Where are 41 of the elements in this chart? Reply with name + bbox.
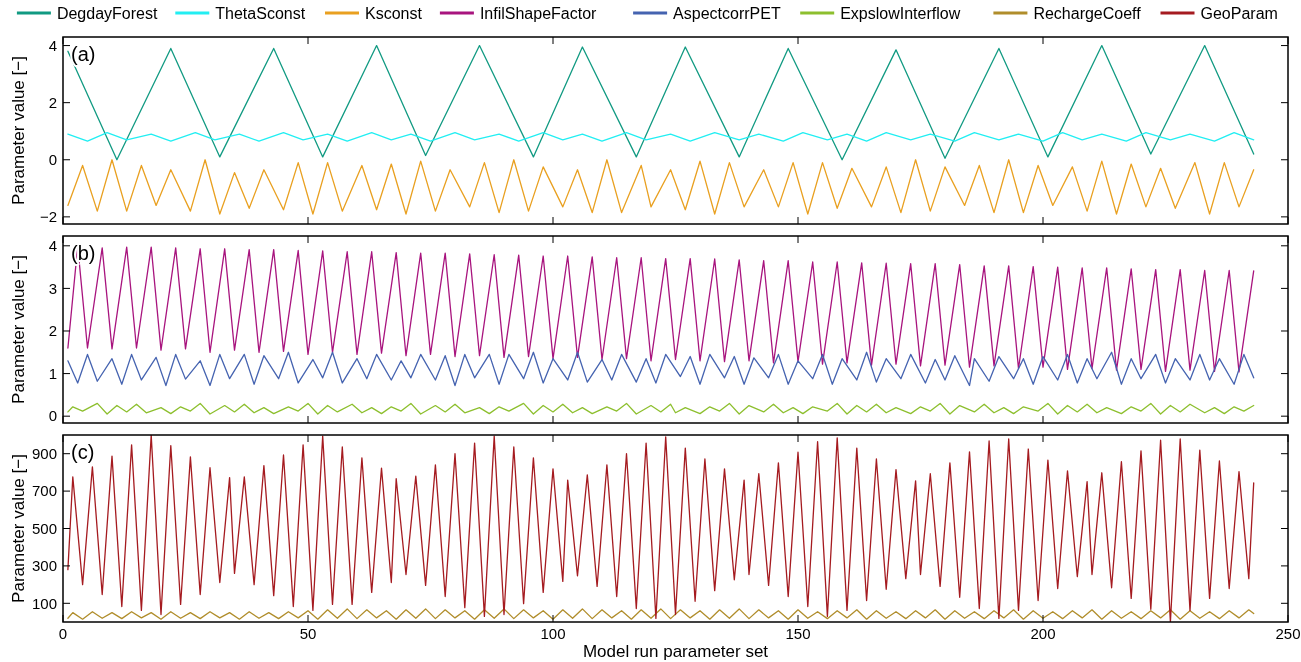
y-tick-label: 900 — [31, 444, 57, 462]
x-tick-label: 250 — [1275, 625, 1301, 642]
x-axis-title: Model run parameter set — [582, 642, 769, 661]
line-series — [67, 402, 1255, 415]
y-tick-label: 2 — [48, 93, 57, 111]
y-tick-label: 4 — [48, 36, 57, 54]
x-tick-label: 50 — [299, 625, 317, 642]
legend-label: AspectcorrPET — [673, 4, 781, 22]
legend-label: ThetaSconst — [215, 4, 306, 22]
line-series — [67, 435, 1255, 622]
legend-label: GeoParam — [1200, 4, 1278, 22]
line-series — [67, 159, 1255, 215]
y-axis-title: Parameter value [−] — [9, 454, 28, 603]
y-tick-label: 0 — [48, 151, 57, 169]
y-tick-label: 300 — [31, 557, 57, 575]
y-tick-label: 2 — [48, 322, 57, 340]
legend-label: DegdayForest — [56, 4, 158, 22]
legend-label: ExpslowInterflow — [840, 4, 961, 22]
y-tick-label: 700 — [31, 482, 57, 500]
y-tick-label: 3 — [48, 279, 57, 297]
x-tick-label: 200 — [1030, 625, 1056, 642]
y-tick-label: 4 — [48, 237, 57, 255]
annotation: (a) — [71, 43, 96, 65]
y-tick-label: 0 — [48, 407, 57, 425]
y-tick-label: 1 — [48, 364, 57, 382]
line-series — [67, 351, 1255, 387]
line-series — [67, 608, 1255, 620]
line-series — [67, 44, 1255, 161]
y-tick-label: 100 — [31, 594, 57, 612]
x-tick-label: 100 — [540, 625, 566, 642]
legend-label: Ksconst — [365, 4, 423, 22]
line-series — [67, 131, 1255, 142]
legend-label: RechargeCoeff — [1033, 4, 1142, 22]
y-tick-label: 500 — [31, 519, 57, 537]
y-tick-label: −2 — [39, 208, 57, 226]
y-axis-title: Parameter value [−] — [9, 56, 28, 205]
x-tick-label: 150 — [785, 625, 811, 642]
y-axis-title: Parameter value [−] — [9, 255, 28, 404]
annotation: (c) — [71, 441, 95, 463]
line-series — [67, 245, 1255, 373]
legend-label: InfilShapeFactor — [479, 4, 598, 22]
